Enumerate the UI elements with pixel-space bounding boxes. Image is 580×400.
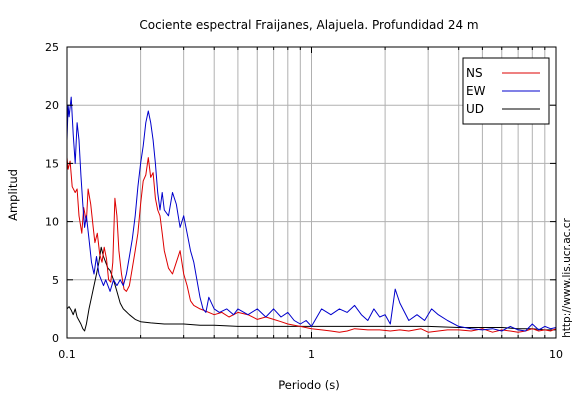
chart-title: Cociente espectral Fraijanes, Alajuela. … — [139, 18, 478, 32]
legend-label-ew: EW — [466, 84, 486, 98]
y-tick-label: 10 — [45, 216, 59, 229]
series-line-ns — [66, 157, 557, 333]
legend-label-ns: NS — [466, 66, 483, 80]
y-tick-label: 0 — [52, 332, 59, 345]
y-axis-label: Amplitud — [6, 169, 20, 221]
series-line-ew — [66, 96, 557, 332]
x-tick-label: 1 — [308, 348, 315, 361]
credit-url: http://www.lis.ucr.ac.cr — [561, 217, 573, 337]
grid — [67, 47, 556, 338]
tick-labels: 0.1 1 10 0 5 10 15 20 25 — [45, 41, 563, 361]
legend-label-ud: UD — [466, 102, 484, 116]
series-lines — [66, 96, 557, 333]
y-tick-label: 15 — [45, 157, 59, 170]
x-tick-label: 0.1 — [58, 348, 76, 361]
series-line-ud — [66, 246, 556, 332]
x-axis-label: Periodo (s) — [278, 378, 340, 392]
legend: NS EW UD — [462, 57, 550, 125]
ticks — [66, 46, 557, 339]
y-tick-label: 25 — [45, 41, 59, 54]
y-tick-label: 20 — [45, 99, 59, 112]
x-tick-label: 10 — [549, 348, 563, 361]
y-tick-label: 5 — [52, 274, 59, 287]
